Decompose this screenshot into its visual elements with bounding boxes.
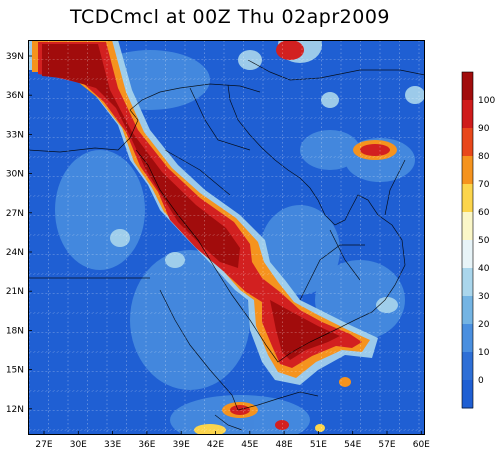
lat-tick-label: 27N bbox=[6, 209, 24, 219]
colorbar-label: 60 bbox=[478, 208, 490, 218]
lon-tick-label: 60E bbox=[413, 440, 430, 450]
lon-tick-label: 33E bbox=[104, 440, 121, 450]
latitude-ticks: 39N 36N 33N 30N 27N 24N 21N 18N 15N 12N bbox=[6, 52, 32, 415]
colorbar-label: 0 bbox=[478, 376, 484, 386]
lat-tick-label: 39N bbox=[6, 52, 24, 62]
lon-tick-label: 39E bbox=[173, 440, 190, 450]
colorbar-label: 80 bbox=[478, 152, 490, 162]
colorbar-label: 10 bbox=[478, 348, 490, 358]
colorbar-segment bbox=[462, 324, 473, 353]
lon-tick-label: 27E bbox=[35, 440, 52, 450]
colorbar-segment bbox=[462, 128, 473, 157]
lat-tick-label: 12N bbox=[6, 405, 24, 415]
lon-tick-label: 36E bbox=[138, 440, 155, 450]
lat-tick-label: 15N bbox=[6, 366, 24, 376]
lon-tick-label: 42E bbox=[207, 440, 224, 450]
colorbar-segment bbox=[462, 296, 473, 325]
lon-tick-label: 45E bbox=[241, 440, 258, 450]
colorbar-segment bbox=[462, 380, 473, 409]
lon-tick-label: 54E bbox=[344, 440, 361, 450]
lat-lon-grid bbox=[28, 40, 425, 435]
colorbar-segment bbox=[462, 72, 473, 101]
colorbar-segment bbox=[462, 184, 473, 213]
colorbar-segment bbox=[462, 100, 473, 129]
colorbar-label: 30 bbox=[478, 292, 490, 302]
colorbar-segment bbox=[462, 268, 473, 297]
lat-tick-label: 24N bbox=[6, 248, 24, 258]
lat-tick-label: 36N bbox=[6, 91, 24, 101]
lat-tick-label: 21N bbox=[6, 287, 24, 297]
colorbar-segment bbox=[462, 240, 473, 269]
lat-tick-label: 33N bbox=[6, 130, 24, 140]
lon-tick-label: 57E bbox=[378, 440, 395, 450]
map-title: TCDCmcl at 00Z Thu 02apr2009 bbox=[69, 6, 391, 28]
colorbar-label: 70 bbox=[478, 180, 490, 190]
colorbar-label: 90 bbox=[478, 124, 490, 134]
colorbar-label: 100 bbox=[478, 96, 495, 106]
colorbar-segment bbox=[462, 212, 473, 241]
lat-tick-label: 30N bbox=[6, 170, 24, 180]
plot-frame bbox=[28, 40, 425, 435]
lat-tick-label: 18N bbox=[6, 326, 24, 336]
colorbar-label: 50 bbox=[478, 236, 490, 246]
lon-tick-label: 51E bbox=[310, 440, 327, 450]
colorbar-segment bbox=[462, 352, 473, 381]
lon-tick-label: 30E bbox=[70, 440, 87, 450]
colorbar-frame bbox=[461, 71, 474, 409]
colorbar-label: 20 bbox=[478, 320, 490, 330]
lon-tick-label: 48E bbox=[276, 440, 293, 450]
colorbar-segment bbox=[462, 156, 473, 185]
cloud-cover-field bbox=[28, 40, 425, 435]
colorbar-label: 40 bbox=[478, 264, 490, 274]
longitude-ticks: 27E 30E 33E 36E 39E 42E 45E 48E 51E 54E 57E 60E bbox=[35, 431, 430, 450]
